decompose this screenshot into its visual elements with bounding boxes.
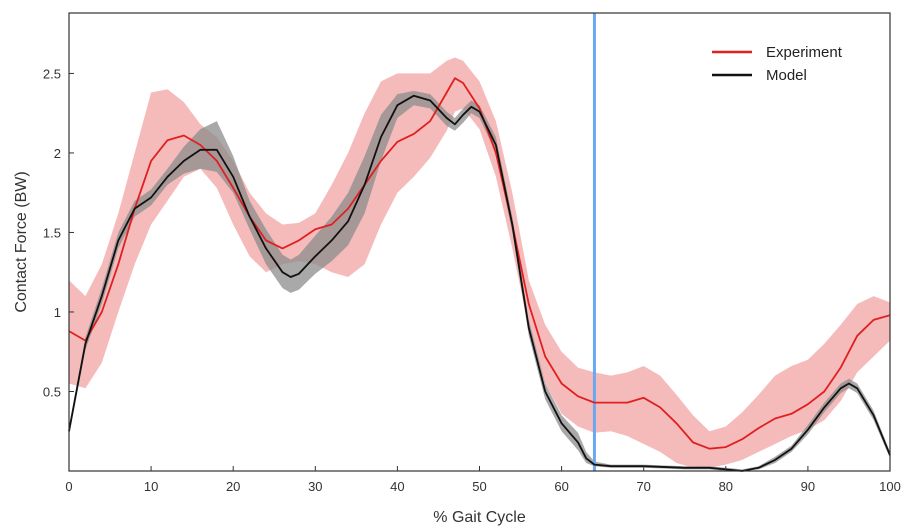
x-tick-label: 10	[144, 479, 158, 494]
y-axis-ticks: 0.5 1 1.5 2 2.5	[43, 66, 74, 399]
line-experiment	[68, 77, 891, 450]
x-tick-label: 70	[636, 479, 650, 494]
confidence-bands	[69, 57, 890, 472]
x-axis-label: % Gait Cycle	[433, 509, 526, 526]
legend-label-model: Model	[766, 67, 807, 84]
x-tick-label: 80	[719, 479, 733, 494]
x-tick-label: 50	[472, 479, 486, 494]
x-tick-label: 40	[390, 479, 404, 494]
y-tick-label: 0.5	[43, 384, 61, 399]
y-tick-label: 1.5	[43, 225, 61, 240]
x-tick-label: 0	[65, 479, 72, 494]
legend-label-experiment: Experiment	[766, 44, 843, 61]
x-axis-ticks: 0 10 20 30 40 50 60 70 80 90 100	[65, 466, 901, 494]
line-model	[68, 94, 891, 472]
band-model	[69, 90, 890, 472]
y-tick-label: 2	[54, 146, 61, 161]
x-tick-label: 60	[554, 479, 568, 494]
y-axis-label: Contact Force (BW)	[13, 171, 30, 312]
y-tick-label: 2.5	[43, 66, 61, 81]
legend: Experiment Model	[712, 44, 843, 84]
x-tick-label: 20	[226, 479, 240, 494]
series-lines	[68, 77, 891, 472]
x-tick-label: 90	[801, 479, 815, 494]
y-tick-label: 1	[54, 305, 61, 320]
band-experiment	[69, 57, 890, 468]
x-tick-label: 100	[879, 479, 901, 494]
x-tick-label: 30	[308, 479, 322, 494]
